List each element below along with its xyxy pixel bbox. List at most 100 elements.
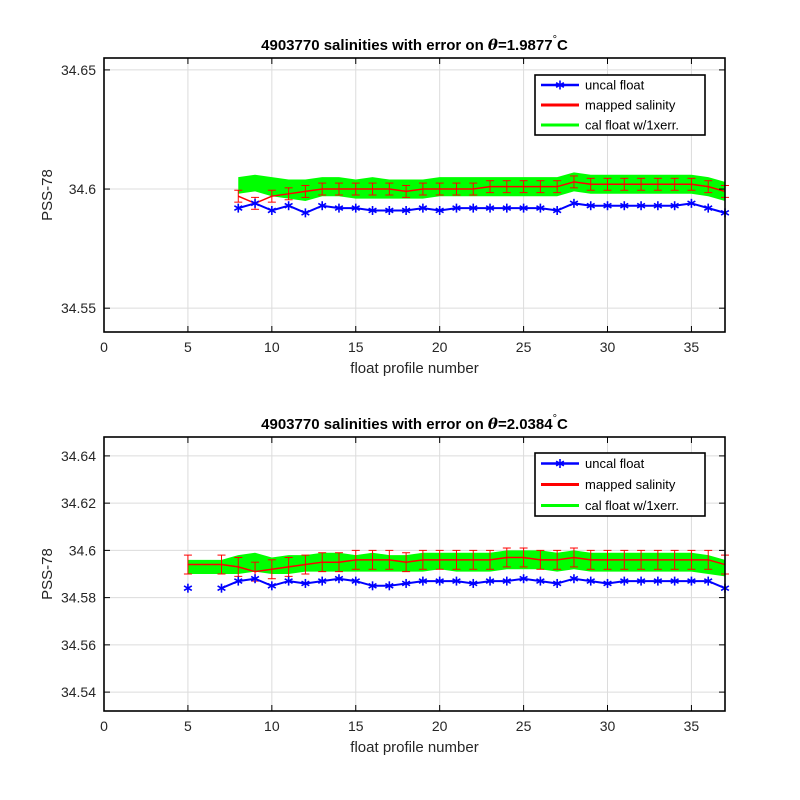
uncal-float-point [452,576,461,586]
uncal-float-point [183,583,193,593]
uncal-float-point [368,581,377,591]
x-tick-label: 25 [516,339,532,355]
cal-float-band [238,172,725,201]
legend-label: mapped salinity [585,98,676,113]
uncal-float-point [620,576,629,586]
uncal-float-point [603,201,612,211]
uncal-float-point [603,578,612,588]
uncal-float-point [687,576,696,586]
uncal-float-point [536,576,545,586]
uncal-float-point [334,203,344,213]
y-tick-label: 34.58 [61,590,96,606]
uncal-float-point [586,576,596,586]
y-tick-label: 34.6 [69,181,96,197]
mapped-salinity-line [187,556,726,573]
uncal-float-point [703,203,713,213]
legend: uncal float mapped salinity cal float w/1x… [534,74,706,136]
uncal-float-point [519,203,528,213]
uncal-float-point [250,574,260,584]
uncal-float-point [418,576,428,586]
x-tick-label: 25 [516,718,532,734]
axes-frame [103,436,726,712]
uncal-float-point [636,576,646,586]
uncal-float-point [653,201,663,211]
legend: uncal float mapped salinity cal float w/1x… [534,452,706,517]
legend-label: cal float w/1xerr. [585,118,679,133]
x-tick-label: 20 [432,718,448,734]
y-tick-label: 34.65 [61,62,96,78]
uncal-float-point [569,574,579,584]
uncal-float-point [653,576,663,586]
legend-marker [555,80,565,90]
uncal-float-point [670,201,679,211]
uncal-float-point [284,201,293,211]
uncal-float-point [485,203,495,213]
uncal-float-point [351,576,361,586]
uncal-float-point [301,578,310,588]
y-tick-label: 34.55 [61,300,96,316]
y-tick-label: 34.64 [61,448,96,464]
uncal-float-point [401,578,411,588]
uncal-float-point [385,205,394,215]
uncal-float-point [536,203,545,213]
x-tick-label: 35 [684,718,700,734]
uncal-float-point [502,203,512,213]
uncal-float-point [301,208,310,218]
uncal-float-point [233,203,243,213]
uncal-float-point [435,205,444,215]
chart-title: 4903770 salinities with error on θ=1.987… [261,34,568,54]
uncal-float-point [569,198,579,208]
uncal-float-point [552,205,562,215]
uncal-float-point [435,576,444,586]
y-axis-label: PSS-78 [39,169,56,221]
uncal-float-point [519,574,528,584]
x-tick-label: 20 [432,339,448,355]
y-tick-label: 34.56 [61,637,96,653]
uncal-float-point [267,581,277,591]
uncal-float-point [233,576,243,586]
uncal-float-point [385,581,394,591]
uncal-float-point [217,583,226,593]
uncal-float-point [502,576,512,586]
y-tick-label: 34.54 [61,684,96,700]
x-tick-label: 10 [264,339,280,355]
x-axis-label: float profile number [350,360,478,377]
uncal-float-point [317,576,327,586]
uncal-float-line [237,202,726,214]
uncal-float-point [468,578,478,588]
uncal-float-point [670,576,679,586]
uncal-float-point [687,198,696,208]
chart-panel-2: 0 5 10 15 20 25 30 35 34.54 34.56 34.58 34.6 34.62 34… [39,413,730,756]
y-axis-label: PSS-78 [39,548,56,600]
uncal-float-point [703,576,713,586]
uncal-float-point [368,205,377,215]
uncal-float-point [250,198,260,208]
x-tick-label: 15 [348,718,364,734]
uncal-float-point [317,201,327,211]
x-tick-label: 30 [600,718,616,734]
chart-title: 4903770 salinities with error on θ=2.038… [261,413,568,433]
uncal-float-point [620,201,629,211]
y-tick-label: 34.6 [69,542,96,558]
x-tick-label: 5 [184,339,192,355]
uncal-float-point [586,201,596,211]
uncal-float-point [468,203,478,213]
legend-marker [555,459,565,468]
axes-frame [103,57,726,333]
mapped-salinity-line [237,181,726,205]
legend-label: uncal float [585,456,645,471]
uncal-float-point [485,576,495,586]
uncal-float-point [334,574,344,584]
x-tick-label: 35 [684,339,700,355]
uncal-float-point [284,576,293,586]
legend-label: cal float w/1xerr. [585,498,679,513]
uncal-float-point [351,203,361,213]
uncal-float-point [401,205,411,215]
x-tick-label: 0 [100,718,108,734]
x-tick-label: 30 [600,339,616,355]
x-tick-label: 15 [348,339,364,355]
y-tick-label: 34.62 [61,495,96,511]
uncal-float-point [452,203,461,213]
x-axis-label: float profile number [350,739,478,756]
